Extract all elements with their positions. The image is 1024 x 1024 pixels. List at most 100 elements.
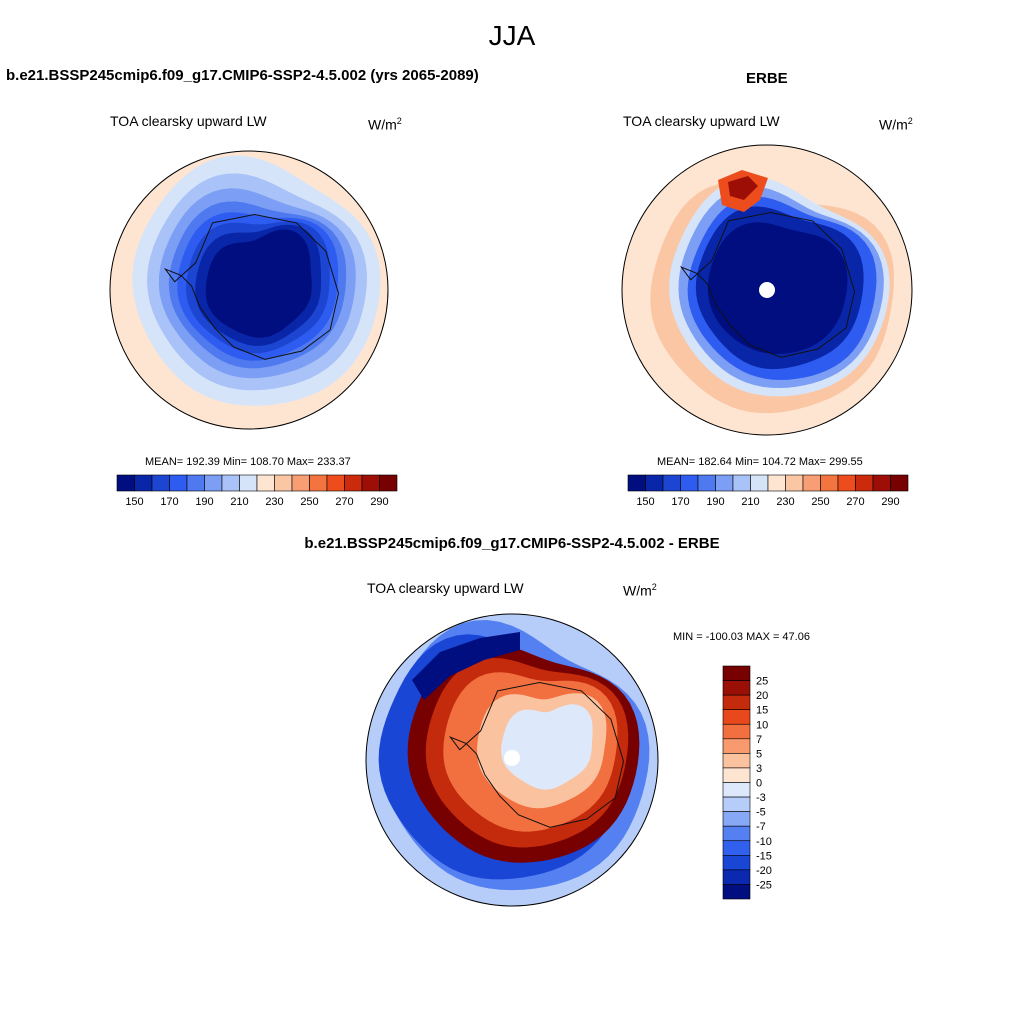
diff-colorbar-box <box>722 723 751 740</box>
obs-colorbar-box <box>750 474 769 492</box>
obs-warm-patch <box>728 176 758 200</box>
obs-colorbar-box <box>785 474 804 492</box>
obs-colorbar-box <box>697 474 716 492</box>
model-colorbar-box <box>344 474 363 492</box>
obs-colorbar-box <box>820 474 839 492</box>
model-colorbar-box <box>239 474 258 492</box>
model-map <box>110 151 388 429</box>
obs-colorbar-box <box>680 474 699 492</box>
obs-colorbar-box <box>627 474 646 492</box>
model-colorbar-box <box>274 474 293 492</box>
diff-colorbar-box <box>722 782 751 798</box>
obs-colorbar-box <box>662 474 681 492</box>
obs-colorbar-box <box>645 474 664 492</box>
obs-map <box>622 145 912 435</box>
diff-variable-label: TOA clearsky upward LW <box>367 580 524 596</box>
model-colorbar: 150 170 190 210 230 250 270 290 <box>116 474 398 508</box>
model-colorbar-box <box>116 474 135 492</box>
model-colorbar-tick-label: 210 <box>230 496 248 508</box>
obs-colorbar-box <box>732 474 751 492</box>
obs-colorbar-tick-label: 290 <box>881 496 899 508</box>
obs-colorbar-tick-label: 250 <box>811 496 829 508</box>
diff-colorbar-box <box>722 665 751 681</box>
obs-colorbar: 150 170 190 210 230 250 270 290 <box>627 474 909 508</box>
diff-colorbar-box <box>722 855 751 871</box>
diff-colorbar-box <box>722 825 751 842</box>
model-colorbar-box <box>186 474 205 492</box>
diff-colorbar-tick-label: 20 <box>756 690 768 702</box>
diff-colorbar-box <box>722 811 751 827</box>
model-colorbar-box <box>134 474 153 492</box>
page-title: JJA <box>488 20 536 51</box>
diff-colorbar-tick-label: -5 <box>756 807 766 819</box>
model-colorbar-box <box>379 474 398 492</box>
diff-colorbar-box <box>722 753 751 769</box>
model-coastline <box>163 213 340 360</box>
diff-colorbar-tick-label: 10 <box>756 719 768 731</box>
model-colorbar-box <box>361 474 380 492</box>
model-colorbar-box <box>291 474 310 492</box>
model-colorbar-tick-label: 270 <box>335 496 353 508</box>
model-colorbar-box <box>256 474 275 492</box>
diff-cold-band <box>412 632 520 700</box>
obs-colorbar-tick-label: 190 <box>706 496 724 508</box>
model-map-border <box>109 150 389 430</box>
diff-minmax-label: MIN = -100.03 MAX = 47.06 <box>673 631 810 643</box>
diff-colorbar-tick-label: 15 <box>756 705 768 717</box>
obs-units-label: W/m2 <box>879 116 913 133</box>
diff-colorbar-box <box>722 738 751 754</box>
obs-colorbar-tick-label: 210 <box>741 496 759 508</box>
diff-colorbar-tick-label: 3 <box>756 763 762 775</box>
diff-colorbar-box <box>722 869 751 885</box>
obs-colorbar-tick-label: 170 <box>671 496 689 508</box>
diff-colorbar-box <box>722 767 751 783</box>
model-colorbar-box <box>169 474 188 492</box>
obs-coastline <box>679 211 856 358</box>
diff-colorbar-box <box>722 694 751 710</box>
diff-colorbar-tick-label: 25 <box>756 676 768 688</box>
diff-units-label: W/m2 <box>623 582 657 599</box>
diff-colorbar-tick-label: -7 <box>756 821 766 833</box>
obs-colorbar-box <box>837 474 856 492</box>
obs-colorbar-box <box>872 474 891 492</box>
model-colorbar-tick-label: 170 <box>160 496 178 508</box>
diff-colorbar-box <box>722 840 751 856</box>
obs-colorbar-box <box>890 474 909 492</box>
model-colorbar-tick-label: 150 <box>125 496 143 508</box>
obs-panel-title: ERBE <box>746 70 788 87</box>
obs-colorbar-tick-label: 270 <box>846 496 864 508</box>
diff-contour-band <box>501 704 593 790</box>
diff-map <box>366 614 658 906</box>
obs-map-border <box>621 144 913 436</box>
diff-colorbar-box <box>722 796 751 812</box>
diff-colorbar-box <box>722 709 751 725</box>
model-colorbar-box <box>221 474 240 492</box>
diff-panel-title: b.e21.BSSP245cmip6.f09_g17.CMIP6-SSP2-4.… <box>304 535 720 552</box>
obs-colorbar-tick-label: 230 <box>776 496 794 508</box>
obs-colorbar-box <box>802 474 821 492</box>
diff-colorbar-tick-label: -25 <box>756 879 772 891</box>
diff-pole-hole <box>504 750 520 766</box>
diff-colorbar-box <box>722 884 751 900</box>
diff-coastline <box>448 681 625 828</box>
diff-colorbar-tick-label: -20 <box>756 865 772 877</box>
model-colorbar-box <box>151 474 170 492</box>
obs-variable-label: TOA clearsky upward LW <box>623 113 780 129</box>
diff-colorbar-box <box>722 680 751 696</box>
model-units-label: W/m2 <box>368 116 402 133</box>
model-colorbar-tick-label: 190 <box>195 496 213 508</box>
obs-contour-band <box>707 222 848 354</box>
obs-colorbar-tick-label: 150 <box>636 496 654 508</box>
model-colorbar-box <box>326 474 345 492</box>
diff-colorbar-tick-label: -15 <box>756 850 772 862</box>
diff-colorbar-tick-label: -10 <box>756 836 772 848</box>
model-panel-title: b.e21.BSSP245cmip6.f09_g17.CMIP6-SSP2-4.… <box>6 67 479 84</box>
obs-colorbar-box <box>855 474 874 492</box>
obs-stats-label: MEAN= 182.64 Min= 104.72 Max= 299.55 <box>657 456 863 468</box>
diff-map-border <box>365 613 659 907</box>
model-stats-label: MEAN= 192.39 Min= 108.70 Max= 233.37 <box>145 456 351 468</box>
model-colorbar-tick-label: 290 <box>370 496 388 508</box>
diff-colorbar: -25 -20 -15 -10 -7 -5 -3 0 3 5 7 10 15 20 25 <box>722 665 772 900</box>
model-colorbar-box <box>204 474 223 492</box>
